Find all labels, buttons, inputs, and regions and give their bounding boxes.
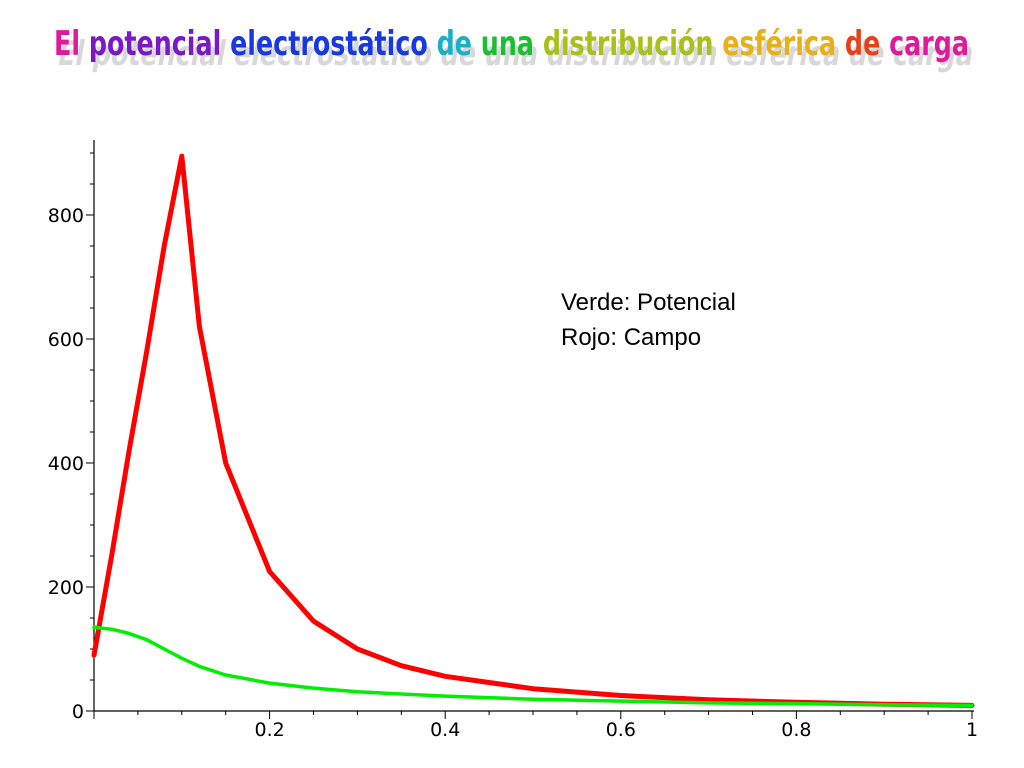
axes (86, 140, 974, 719)
x-tick-label: 0.8 (781, 719, 811, 741)
tick-labels: 0 200 400 600 800 0.2 0.4 0.6 0.8 1 (48, 205, 978, 741)
title-word: potencial (80, 24, 221, 64)
title-word: distribución (534, 24, 713, 64)
x-tick-label: 0.4 (430, 719, 460, 741)
series-layer (91, 153, 975, 708)
legend-field: Rojo: Campo (561, 324, 702, 351)
title-word: El (54, 24, 80, 64)
title-word: esférica (713, 24, 836, 64)
series-line-field (91, 153, 975, 708)
y-tick-label: 600 (48, 329, 84, 351)
legend-potential: Verde: Potencial (561, 289, 736, 316)
legend: Verde: Potencial Rojo: Campo (561, 285, 736, 355)
y-tick-label: 0 (72, 701, 84, 723)
title-shadow: El potencial electrostático de una distr… (55, 34, 977, 74)
title-word: una (472, 24, 534, 64)
title-word: de (428, 24, 472, 64)
title-word: carga (880, 24, 969, 64)
slide-title: El potencial electrostático de una distr… (54, 24, 977, 74)
x-tick-label: 0.6 (606, 719, 636, 741)
title-word: electrostático (221, 24, 428, 64)
y-tick-label: 200 (48, 577, 84, 599)
x-tick-label: 1 (966, 719, 978, 741)
title-text: El potencial electrostático de una distr… (54, 24, 969, 64)
y-tick-label: 400 (48, 453, 84, 475)
y-tick-label: 800 (48, 205, 84, 227)
x-tick-label: 0.2 (254, 719, 284, 741)
series-line-potential (92, 625, 974, 708)
title-word: de (836, 24, 880, 64)
